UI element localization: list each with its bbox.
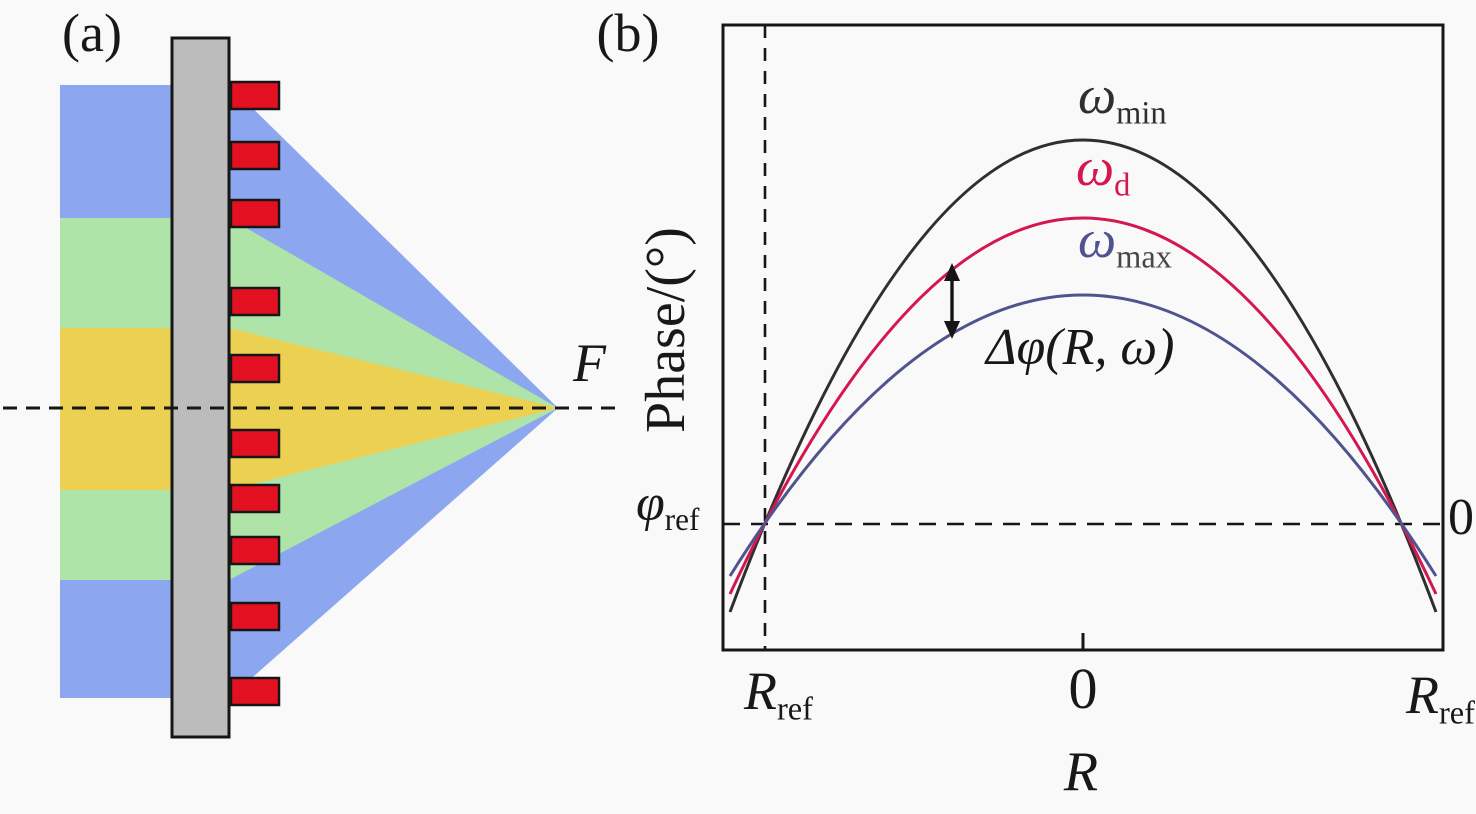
panel-b: [721, 23, 1445, 652]
panel-a-label: (a): [62, 3, 122, 63]
omega-max-symbol: ω: [1078, 209, 1117, 269]
omega-max-subscript: max: [1116, 239, 1172, 276]
panel-a: [3, 36, 618, 739]
antenna-element: [229, 535, 281, 566]
phi-ref-subscript: ref: [664, 501, 700, 537]
phi-symbol: φ: [636, 475, 665, 532]
r-ref-subscript: ref: [777, 691, 813, 728]
curve-omega-min: [728, 138, 1438, 613]
antenna-element: [229, 140, 281, 171]
antenna-element: [229, 483, 281, 514]
lens-bar: [170, 36, 231, 739]
aperture-band-blue-top: [60, 85, 172, 218]
phi-ref-label: φref: [636, 475, 700, 537]
delta-phi-annotation: Δφ(R, ω): [986, 319, 1175, 376]
antenna-element: [229, 601, 281, 632]
y-axis-label: Phase/(°): [635, 227, 697, 433]
arrowhead-up-icon: [944, 263, 960, 281]
delta-phi-arrow: [944, 263, 960, 339]
x-axis-label: R: [1063, 741, 1099, 803]
antenna-elements: [229, 80, 281, 707]
antenna-element: [229, 286, 281, 317]
x-tick-r-ref-right: Rref: [1406, 668, 1475, 730]
antenna-element: [229, 198, 281, 229]
antenna-element: [229, 80, 281, 111]
omega-min-subscript: min: [1116, 95, 1167, 132]
aperture-band-green-top: [60, 218, 172, 328]
curve-omega-max: [728, 293, 1438, 577]
omega-d-label: ωd: [1076, 140, 1130, 202]
r-symbol: R: [1406, 665, 1439, 725]
r-ref-subscript: ref: [1439, 695, 1475, 732]
zero-right-label: 0: [1448, 489, 1474, 546]
omega-min-label: ωmin: [1078, 68, 1167, 130]
antenna-element: [229, 428, 281, 459]
beam-narrow-triangle: [229, 328, 558, 490]
panel-b-label: (b): [596, 3, 660, 63]
x-tick-zero: 0: [1068, 656, 1098, 721]
aperture-band-green-bot: [60, 490, 172, 580]
omega-d-subscript: d: [1114, 167, 1131, 204]
antenna-element: [229, 353, 281, 384]
aperture-band-blue-bot: [60, 580, 172, 698]
r-symbol: R: [744, 661, 777, 721]
omega-d-symbol: ω: [1076, 137, 1115, 197]
curve-omega-d: [728, 216, 1438, 595]
omega-max-label: ωmax: [1078, 212, 1172, 274]
arrowhead-down-icon: [944, 321, 960, 339]
x-tick-r-ref-left: Rref: [744, 664, 813, 726]
focal-point-label: F: [573, 333, 606, 393]
antenna-element: [229, 676, 281, 707]
omega-min-symbol: ω: [1078, 65, 1117, 125]
